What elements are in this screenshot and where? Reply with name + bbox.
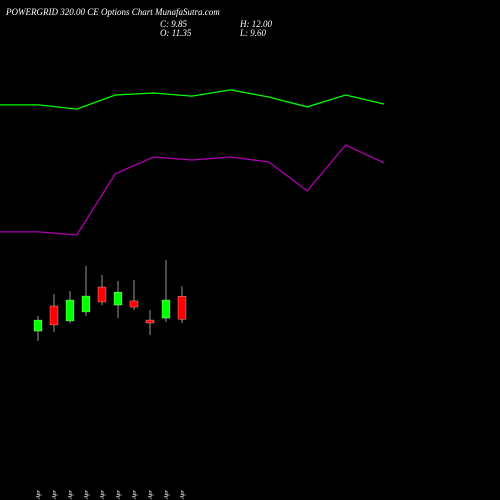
x-tick-label: 27 Apr	[164, 489, 170, 500]
x-tick-label: 22 Apr	[116, 489, 122, 500]
chart-title: POWERGRID 320.00 CE Options Chart Munafa…	[5, 7, 220, 17]
candle-body	[97, 286, 107, 303]
candle-body	[129, 300, 139, 308]
candle-body	[177, 296, 187, 320]
candle-body	[33, 319, 43, 332]
x-tick-label: 24 Apr	[147, 489, 154, 500]
candle-body	[145, 319, 155, 324]
x-tick-label: 16 Apr	[52, 489, 58, 500]
candle-body	[81, 295, 91, 313]
ohlc-label: L: 9.60	[239, 28, 267, 38]
x-tick-label: 23 Apr	[132, 489, 138, 500]
x-tick-label: 28 Apr	[180, 489, 186, 500]
candle-body	[49, 305, 59, 326]
x-tick-label: 21 Apr	[100, 489, 106, 500]
x-tick-label: 15 Apr	[36, 489, 42, 500]
candle-body	[113, 291, 123, 306]
x-tick-label: 17 Apr	[68, 489, 74, 500]
ohlc-label: H: 12.00	[239, 19, 272, 29]
indicator-line	[0, 89, 385, 110]
indicator-line	[0, 144, 385, 236]
candle-body	[65, 299, 75, 322]
x-tick-label: 20 Apr	[84, 489, 90, 500]
candle-body	[161, 299, 171, 319]
ohlc-label: O: 11.35	[160, 28, 192, 38]
ohlc-label: C: 9.85	[160, 19, 188, 29]
